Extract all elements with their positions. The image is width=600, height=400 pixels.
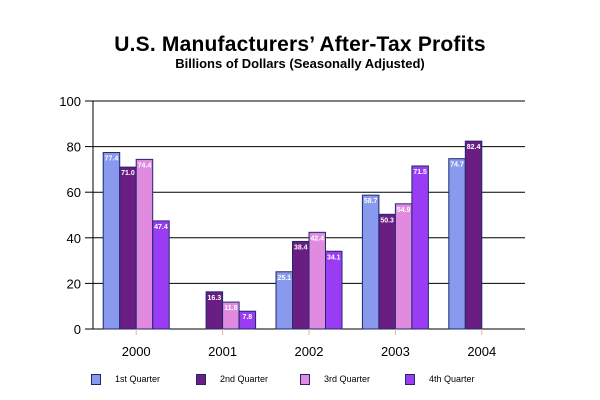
data-label: 74.7 (450, 162, 464, 169)
data-label: 77.4 (105, 156, 119, 163)
bar (378, 213, 396, 330)
legend-swatch (300, 373, 310, 385)
label-layer: 77.471.074.4 47.4 16.311.8 7.8 25.1 38.442.4 3… (105, 144, 481, 321)
data-label: 71.0 (121, 170, 135, 177)
data-label: 34.1 (327, 254, 341, 261)
x-tick-label: 2000 (122, 344, 151, 359)
legend-label: 2nd Quarter (220, 374, 269, 384)
data-label: 42.4 (310, 235, 324, 242)
x-tick-label: 2003 (381, 344, 410, 359)
chart-subtitle: Billions of Dollars (Seasonally Adjusted… (175, 56, 425, 71)
data-label: 58.7 (364, 198, 378, 205)
y-tick-label: 80 (67, 140, 81, 155)
axis-layer: 0 20 40 60 80 100 2000 2001 2002 2003 2004 (59, 94, 496, 359)
legend-item: 4th Quarter (405, 372, 475, 386)
bar-layer (102, 140, 483, 330)
bar (135, 158, 154, 330)
y-tick-label: 40 (67, 231, 81, 246)
x-tick-label: 2004 (467, 344, 496, 359)
legend-swatch (196, 373, 206, 385)
legend-label: 4th Quarter (429, 374, 475, 384)
data-label: 74.4 (138, 162, 152, 169)
bar (152, 220, 170, 330)
bar (411, 165, 429, 330)
y-tick-label: 0 (74, 322, 81, 337)
legend-item: 2nd Quarter (196, 372, 268, 386)
data-label: 71.5 (413, 169, 427, 176)
data-label: 47.4 (154, 224, 168, 231)
bar (102, 152, 121, 330)
legend-label: 3rd Quarter (324, 374, 371, 384)
data-label: 82.4 (467, 144, 481, 151)
data-label: 38.4 (294, 244, 308, 251)
y-tick-label: 60 (67, 185, 81, 200)
x-tick-label: 2002 (295, 344, 324, 359)
bar (292, 240, 310, 330)
bar (119, 166, 137, 330)
legend-swatch (91, 373, 101, 385)
bar (394, 203, 413, 330)
bar (464, 140, 483, 330)
legend-item: 1st Quarter (91, 372, 160, 386)
data-label: 25.1 (277, 275, 291, 282)
bar (238, 310, 257, 330)
data-label: 11.8 (224, 305, 237, 312)
bar (308, 231, 326, 330)
y-tick-label: 20 (67, 276, 81, 291)
bar (325, 250, 343, 330)
data-label: 50.3 (380, 217, 394, 224)
legend-swatch (405, 373, 415, 385)
data-label: 54.9 (397, 207, 411, 214)
y-tick-label: 100 (59, 94, 81, 109)
legend-label: 1st Quarter (115, 374, 161, 384)
legend: 1st Quarter 2nd Quarter 3rd Quarter 4th Qua… (0, 372, 600, 388)
bar (448, 158, 466, 330)
data-label: 16.3 (208, 295, 222, 302)
x-tick-label: 2001 (208, 344, 237, 359)
chart-title: U.S. Manufacturers’ After-Tax Profits (114, 33, 486, 56)
data-label: 7.8 (242, 314, 252, 321)
legend-item: 3rd Quarter (300, 372, 370, 386)
bar (361, 194, 380, 330)
